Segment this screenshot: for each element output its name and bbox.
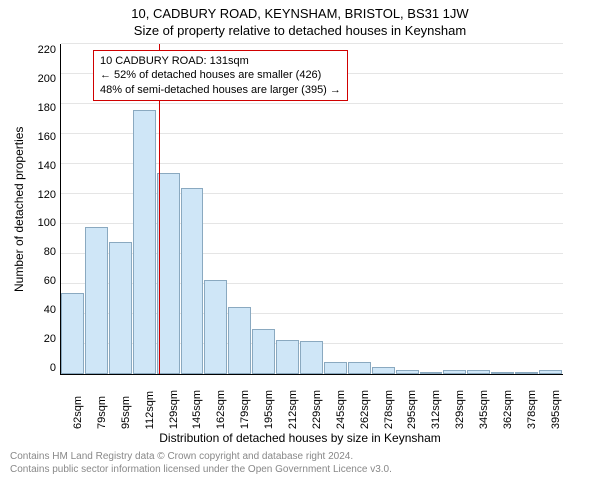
- x-tick: 129sqm: [162, 375, 186, 429]
- x-tick: 278sqm: [377, 375, 401, 429]
- y-tick: 0: [28, 362, 56, 374]
- x-tick: 62sqm: [66, 375, 90, 429]
- x-tick-label: 229sqm: [311, 390, 323, 429]
- x-tick-label: 245sqm: [335, 390, 347, 429]
- histogram-bar: [276, 340, 299, 375]
- x-tick: 145sqm: [185, 375, 209, 429]
- x-tick: 95sqm: [114, 375, 138, 429]
- histogram-bar: [420, 372, 443, 374]
- x-tick: 179sqm: [233, 375, 257, 429]
- y-tick: 220: [28, 44, 56, 56]
- callout-box: 10 CADBURY ROAD: 131sqm← 52% of detached…: [93, 50, 348, 101]
- x-tick-label: 362sqm: [502, 390, 514, 429]
- histogram-bar: [133, 110, 156, 374]
- x-tick: 212sqm: [281, 375, 305, 429]
- histogram-bar: [61, 293, 84, 374]
- y-tick: 100: [28, 217, 56, 229]
- gridline: [61, 43, 563, 44]
- x-tick-label: 278sqm: [383, 390, 395, 429]
- x-tick-label: 95sqm: [120, 396, 132, 429]
- x-tick: 312sqm: [424, 375, 448, 429]
- x-tick-label: 378sqm: [526, 390, 538, 429]
- histogram-bar: [228, 307, 251, 375]
- callout-line: ← 52% of detached houses are smaller (42…: [100, 68, 341, 82]
- page-subtitle: Size of property relative to detached ho…: [10, 23, 590, 38]
- x-tick-label: 62sqm: [72, 396, 84, 429]
- y-tick: 80: [28, 246, 56, 258]
- gridline: [61, 103, 563, 104]
- y-tick: 40: [28, 304, 56, 316]
- y-axis-label: Number of detached properties: [10, 44, 28, 375]
- footer-line-1: Contains HM Land Registry data © Crown c…: [10, 451, 590, 464]
- x-tick: 245sqm: [329, 375, 353, 429]
- y-tick: 160: [28, 131, 56, 143]
- x-tick-label: 395sqm: [550, 390, 562, 429]
- x-tick-label: 262sqm: [359, 390, 371, 429]
- x-tick: 362sqm: [496, 375, 520, 429]
- x-tick: 262sqm: [353, 375, 377, 429]
- x-tick: 295sqm: [400, 375, 424, 429]
- chart-area: Number of detached properties 2202001801…: [10, 44, 590, 375]
- y-tick: 60: [28, 275, 56, 287]
- x-tick-label: 112sqm: [144, 391, 156, 429]
- x-tick: 195sqm: [257, 375, 281, 429]
- x-tick-label: 312sqm: [430, 390, 442, 429]
- x-tick-label: 179sqm: [239, 390, 251, 429]
- y-tick: 140: [28, 160, 56, 172]
- y-tick: 200: [28, 73, 56, 85]
- histogram-plot: 10 CADBURY ROAD: 131sqm← 52% of detached…: [60, 44, 563, 375]
- x-tick: 112sqm: [138, 375, 162, 429]
- x-tick-label: 212sqm: [287, 390, 299, 429]
- page-title: 10, CADBURY ROAD, KEYNSHAM, BRISTOL, BS3…: [10, 6, 590, 21]
- y-tick: 20: [28, 333, 56, 345]
- histogram-bar: [324, 362, 347, 374]
- x-tick: 395sqm: [544, 375, 568, 429]
- callout-line: 10 CADBURY ROAD: 131sqm: [100, 54, 341, 68]
- histogram-bar: [348, 362, 371, 374]
- x-axis-ticks: 62sqm 79sqm 95sqm 112sqm 129sqm 145sqm 162sqm 1…: [66, 375, 568, 429]
- x-tick-label: 195sqm: [263, 390, 275, 429]
- histogram-bar: [85, 227, 108, 374]
- x-tick-label: 345sqm: [478, 390, 490, 429]
- footer-attribution: Contains HM Land Registry data © Crown c…: [10, 451, 590, 476]
- histogram-bar: [300, 341, 323, 374]
- x-tick-label: 329sqm: [454, 390, 466, 429]
- y-tick: 180: [28, 102, 56, 114]
- x-tick: 378sqm: [520, 375, 544, 429]
- x-tick: 329sqm: [448, 375, 472, 429]
- y-tick: 120: [28, 189, 56, 201]
- histogram-bar: [372, 367, 395, 375]
- histogram-bar: [204, 280, 227, 375]
- histogram-bar: [181, 188, 204, 374]
- footer-line-2: Contains public sector information licen…: [10, 464, 590, 477]
- x-tick: 162sqm: [209, 375, 233, 429]
- x-tick-label: 79sqm: [96, 396, 108, 429]
- x-tick-label: 129sqm: [168, 390, 180, 429]
- histogram-bar: [467, 370, 490, 375]
- histogram-bar: [443, 370, 466, 375]
- x-tick-label: 295sqm: [406, 390, 418, 429]
- x-tick: 345sqm: [472, 375, 496, 429]
- x-tick: 79sqm: [90, 375, 114, 429]
- callout-line: 48% of semi-detached houses are larger (…: [100, 83, 341, 97]
- histogram-bar: [515, 372, 538, 374]
- histogram-bar: [539, 370, 562, 375]
- histogram-bar: [396, 370, 419, 375]
- x-tick: 229sqm: [305, 375, 329, 429]
- y-axis-ticks: 220200180160140120100806040200: [28, 44, 56, 374]
- histogram-bar: [491, 372, 514, 374]
- x-axis-label: Distribution of detached houses by size …: [10, 431, 590, 445]
- x-tick-label: 145sqm: [191, 390, 203, 429]
- histogram-bar: [109, 242, 132, 374]
- histogram-bar: [252, 329, 275, 374]
- x-tick-label: 162sqm: [215, 390, 227, 429]
